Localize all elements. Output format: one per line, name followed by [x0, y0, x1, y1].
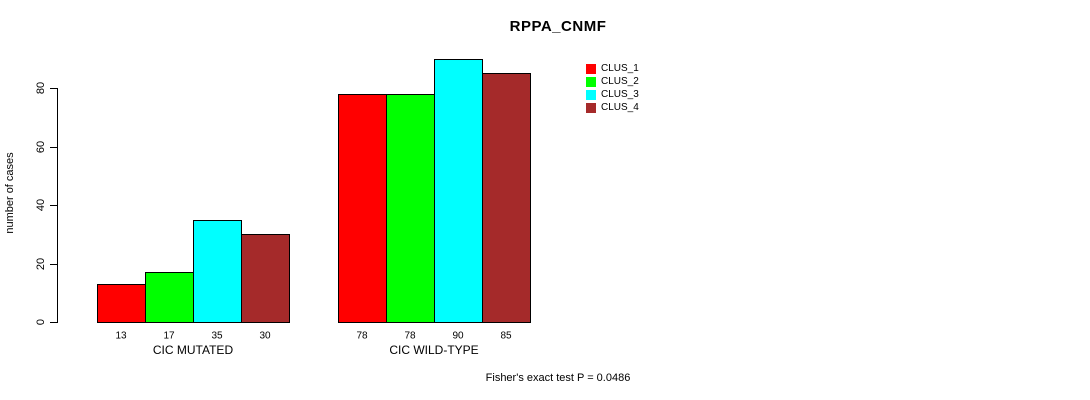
legend-label: CLUS_3 [601, 89, 639, 100]
bar [386, 94, 435, 323]
legend-label: CLUS_2 [601, 76, 639, 87]
bar-value-label: 35 [211, 330, 223, 342]
y-tick [50, 263, 57, 265]
legend-swatch [586, 76, 596, 87]
legend-swatch [586, 102, 596, 113]
bar [97, 284, 146, 323]
chart-title: RPPA_CNMF [509, 18, 607, 35]
stat-annotation: Fisher's exact test P = 0.0486 [485, 372, 631, 384]
legend: CLUS_1 CLUS_2 CLUS_3 CLUS_4 [586, 62, 639, 114]
bar [338, 94, 387, 323]
y-tick [50, 205, 57, 206]
y-axis-label: number of cases [4, 152, 16, 234]
y-tick [50, 146, 57, 148]
legend-item: CLUS_2 [586, 75, 639, 88]
y-tick-label: 40 [35, 198, 47, 212]
bar [434, 59, 483, 323]
legend-item: CLUS_1 [586, 62, 639, 75]
legend-item: CLUS_4 [586, 101, 639, 114]
y-tick-label: 20 [35, 257, 47, 270]
legend-swatch [586, 63, 596, 74]
bar-value-label: 13 [115, 330, 127, 342]
y-tick [50, 88, 57, 89]
legend-item: CLUS_3 [586, 88, 639, 101]
bar-value-label: 17 [163, 330, 175, 342]
bar [145, 272, 194, 323]
bar-value-label: 78 [356, 330, 368, 342]
bar-value-label: 90 [452, 330, 464, 342]
bar-value-label: 30 [259, 330, 271, 342]
y-axis-line [57, 88, 58, 323]
category-label: CIC MUTATED [152, 343, 234, 357]
legend-swatch [586, 89, 596, 100]
bar-value-label: 85 [500, 330, 512, 342]
legend-label: CLUS_4 [601, 102, 639, 113]
bar [482, 73, 531, 323]
y-tick [50, 322, 57, 323]
category-label: CIC WILD-TYPE [389, 343, 479, 357]
y-tick-label: 80 [35, 81, 47, 95]
y-tick-label: 0 [35, 318, 47, 326]
bar [193, 220, 242, 323]
legend-label: CLUS_1 [601, 63, 639, 74]
bar-value-label: 78 [404, 330, 416, 342]
bar [241, 234, 290, 323]
y-tick-label: 60 [35, 140, 47, 153]
